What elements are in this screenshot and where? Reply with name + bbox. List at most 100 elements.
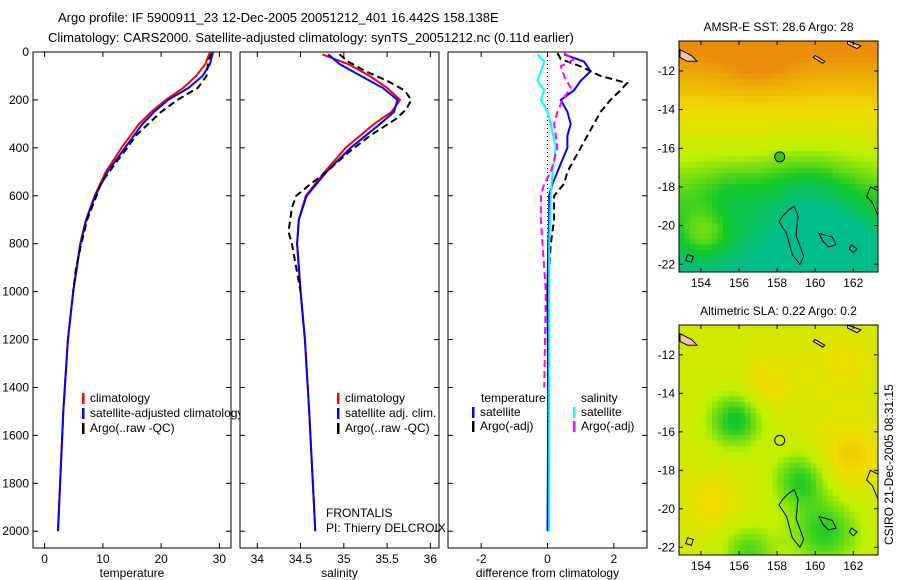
map-cell [723, 429, 729, 436]
map-cell [866, 107, 872, 113]
map-cell [811, 550, 817, 555]
legend-swatch [337, 408, 340, 419]
map-cell [701, 156, 707, 163]
map-cell [789, 129, 795, 135]
map-cell [827, 79, 834, 86]
map-cell [728, 239, 735, 245]
map-cell [805, 189, 812, 196]
map-cell [695, 424, 702, 430]
y-tick-label: -20 [658, 502, 676, 516]
map-cell [805, 402, 812, 408]
map-cell [690, 162, 696, 168]
map-cell [844, 200, 850, 207]
map-cell [684, 402, 691, 408]
map-cell [723, 79, 729, 86]
map-cell [712, 462, 718, 469]
map-cell [816, 484, 823, 491]
map-cell [690, 462, 696, 469]
map-cell [772, 391, 779, 397]
map-cell [783, 162, 790, 168]
map-cell [717, 462, 724, 469]
map-cell [717, 57, 724, 64]
map-cell [690, 545, 696, 551]
map-cell [690, 429, 696, 436]
map-cell [723, 189, 729, 196]
map-cell [816, 217, 823, 223]
map-cell [739, 96, 746, 102]
map-cell [723, 266, 729, 272]
map-cell [800, 63, 806, 69]
map-cell [789, 539, 795, 546]
map-cell [805, 167, 812, 174]
map-cell [756, 101, 762, 108]
map-cell [706, 374, 713, 381]
map-title: AMSR-E SST: 28.6 Argo: 28 [703, 20, 853, 34]
map-cell [778, 539, 784, 546]
map-cell [833, 178, 839, 185]
map-cell [728, 495, 735, 502]
map-cell [827, 228, 834, 234]
map-cell [723, 46, 729, 53]
map-cell [772, 239, 779, 245]
map-cell [811, 369, 817, 375]
map-cell [860, 250, 867, 256]
map-cell [838, 468, 845, 474]
map-cell [767, 462, 773, 469]
map-cell [679, 446, 685, 452]
map-cell [690, 261, 696, 267]
map-cell [778, 266, 784, 272]
map-cell [706, 451, 713, 458]
map-cell [706, 512, 713, 518]
map-cell [805, 173, 812, 179]
map-cell [794, 244, 801, 251]
map-cell [816, 96, 823, 102]
map-cell [805, 134, 812, 141]
map-cell [706, 468, 713, 474]
map-cell [750, 266, 757, 272]
map-cell [717, 255, 724, 262]
map-cell [805, 112, 812, 119]
map-cell [761, 189, 768, 196]
map-cell [783, 374, 790, 381]
map-cell [756, 396, 762, 403]
map-cell [745, 123, 751, 130]
map-cell [833, 261, 839, 267]
map-cell [805, 429, 812, 436]
map-cell [712, 512, 718, 518]
map-cell [772, 63, 779, 69]
map-cell [816, 134, 823, 141]
map-cell [833, 46, 839, 53]
map-cell [783, 206, 790, 212]
map-cell [811, 462, 817, 469]
map-cell [789, 325, 795, 331]
map-cell [822, 457, 828, 463]
map-cell [734, 413, 740, 419]
map-cell [789, 550, 795, 555]
map-cell [706, 550, 713, 555]
map-cell [701, 407, 707, 414]
map-cell [679, 85, 685, 91]
map-cell [745, 550, 751, 555]
map-cell [800, 418, 806, 425]
map-cell [811, 523, 817, 529]
map-cell [772, 68, 779, 75]
map-cell [855, 134, 861, 141]
legend-swatch [472, 421, 475, 432]
map-cell [772, 385, 779, 392]
map-cell [750, 90, 757, 97]
map-cell [706, 380, 713, 386]
map-cell [860, 545, 867, 551]
map-cell [684, 266, 691, 272]
map-cell [871, 506, 878, 513]
map-cell [690, 484, 696, 491]
map-cell [695, 451, 702, 458]
map-cell [805, 396, 812, 403]
map-cell [778, 534, 784, 540]
map-cell [745, 479, 751, 485]
map-cell [778, 145, 784, 152]
figure-title-line1: Argo profile: IF 5900911_23 12-Dec-2005 … [58, 10, 499, 25]
map-cell [778, 462, 784, 469]
map-cell [833, 250, 839, 256]
map-cell [866, 341, 872, 348]
map-cell [805, 178, 812, 185]
